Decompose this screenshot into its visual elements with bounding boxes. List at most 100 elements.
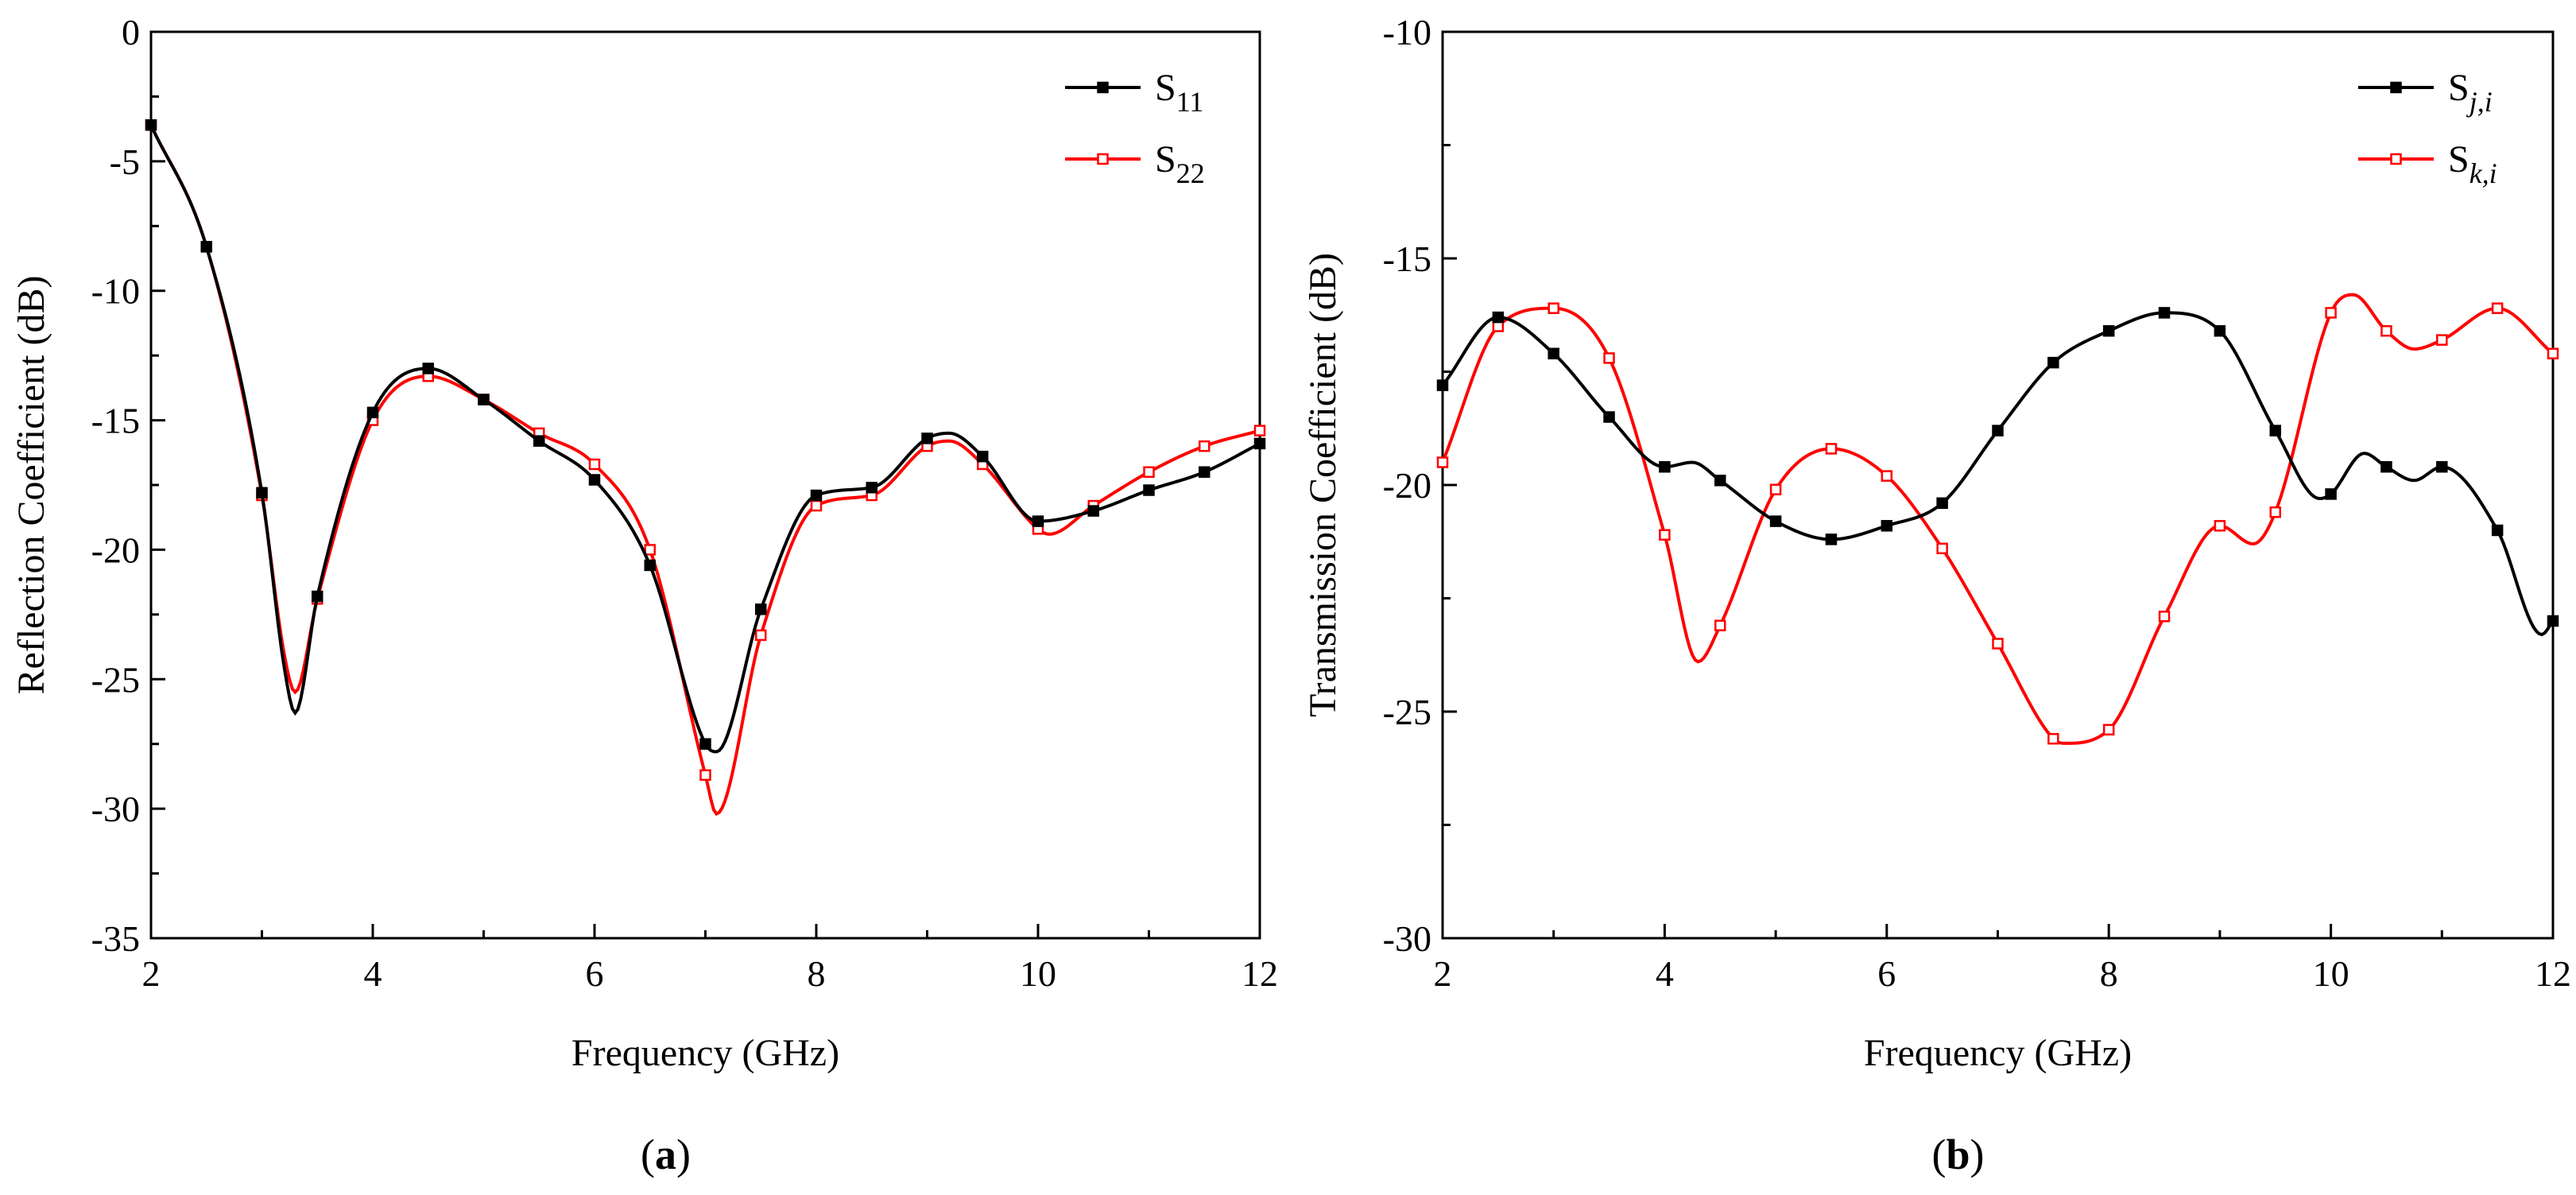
data-point-marker [755, 603, 767, 615]
data-point-marker [699, 769, 711, 782]
y-tick-label: -10 [91, 271, 140, 312]
data-point-marker [2380, 460, 2392, 473]
y-tick-label: -15 [1383, 239, 1431, 279]
x-axis-title: Frequency (GHz) [1864, 1032, 2132, 1074]
data-point-marker [1992, 638, 2004, 650]
data-point-marker [1436, 456, 1449, 468]
x-tick-label: 8 [808, 953, 826, 994]
data-point-marker [2047, 356, 2059, 369]
x-tick-label: 12 [2535, 953, 2571, 994]
y-tick-label: -5 [110, 142, 140, 182]
panel-a-reflection-chart: 2 4 6 8 10 12 0 -5 -10 -15 -20 -25 -30 -35 Frequency (… [10, 12, 1278, 1178]
data-point-marker [2214, 520, 2226, 532]
plot-frame [149, 30, 1261, 940]
data-point-marker [533, 435, 545, 447]
data-point-marker [1936, 542, 1948, 555]
y-tick-label: -20 [91, 530, 140, 570]
data-point-marker [1992, 425, 2004, 436]
data-point-marker [312, 590, 323, 603]
series-line [151, 124, 1260, 817]
data-point-marker [1769, 515, 1782, 527]
data-point-marker [755, 629, 767, 642]
data-point-marker [478, 394, 490, 405]
data-point-marker [2436, 334, 2448, 346]
x-tick-label: 12 [1242, 953, 1278, 994]
data-point-marker [1548, 302, 1559, 314]
data-point-marker [1199, 466, 1211, 478]
data-point-marker [810, 499, 823, 512]
data-point-marker [2047, 732, 2059, 745]
data-point-marker [2547, 615, 2559, 627]
data-point-marker [1143, 466, 1155, 478]
data-point-marker [1603, 352, 1615, 364]
data-point-marker [1769, 483, 1782, 495]
data-point-marker [200, 241, 212, 253]
data-point-marker [588, 474, 601, 486]
plot-frame [1441, 30, 2555, 940]
data-point-marker [1253, 437, 1266, 450]
data-point-marker [2325, 307, 2337, 319]
y-axis-title: Reflection Coefficient (dB) [10, 276, 52, 695]
data-point-marker [977, 450, 989, 463]
panel-b-transmission-chart: 2 4 6 8 10 12 -10 -15 -20 -25 -30 Frequency (GHz) Tr… [1302, 12, 2571, 1178]
data-point-marker [1087, 505, 1099, 517]
data-point-marker [1881, 520, 1893, 532]
data-point-marker [1659, 460, 1671, 473]
y-tick-label: -35 [91, 918, 140, 959]
data-point-marker [1659, 529, 1671, 541]
data-point-marker [1881, 470, 1893, 482]
panel-label: (a) [641, 1131, 691, 1178]
series-line [151, 124, 1260, 754]
legend-marker [1097, 153, 1109, 165]
data-point-marker [2102, 324, 2115, 337]
x-tick-label: 4 [1656, 953, 1674, 994]
data-point-marker [2158, 611, 2171, 623]
data-point-marker [1714, 619, 1726, 631]
data-point-marker [1714, 475, 1726, 487]
y-axis-title: Transmission Coefficient (dB) [1302, 253, 1344, 717]
y-tick-label: -30 [1383, 918, 1431, 959]
y-tick-label: -25 [91, 659, 140, 700]
data-point-marker [1825, 533, 1838, 545]
y-tick-label: -10 [1383, 12, 1431, 52]
data-point-marker [2269, 506, 2281, 518]
data-point-marker [644, 559, 656, 572]
data-point-marker [1199, 440, 1211, 452]
y-tick-label: -20 [1383, 465, 1431, 506]
x-tick-label: 2 [142, 953, 161, 994]
data-point-marker [2269, 425, 2281, 436]
data-point-marker [2491, 302, 2504, 314]
data-point-marker [1253, 425, 1266, 436]
data-point-marker [588, 458, 601, 471]
legend-label: S11 [1155, 67, 1203, 118]
data-point-marker [2325, 488, 2337, 500]
data-point-marker [2436, 460, 2448, 473]
legend-marker [2390, 153, 2402, 165]
data-point-marker [699, 738, 711, 750]
x-tick-label: 4 [364, 953, 382, 994]
y-tick-label: 0 [122, 12, 140, 52]
x-tick-label: 10 [1020, 953, 1056, 994]
series-S11 [151, 124, 1260, 754]
data-point-marker [422, 363, 434, 374]
data-point-marker [644, 544, 656, 556]
data-point-marker [1436, 379, 1449, 391]
legend-marker [1097, 81, 1109, 94]
x-tick-label: 2 [1434, 953, 1452, 994]
data-point-marker [1492, 311, 1505, 324]
data-point-marker [2491, 524, 2504, 537]
y-tick-label: -15 [91, 401, 140, 441]
legend-label: Sj,i [2448, 67, 2493, 118]
legend-label: S22 [1155, 138, 1205, 189]
legend-label: Sk,i [2448, 138, 2497, 189]
panel-label: (b) [1931, 1131, 1984, 1178]
data-point-marker [1548, 347, 1559, 359]
data-point-marker [2102, 724, 2115, 736]
x-tick-label: 6 [586, 953, 604, 994]
data-point-marker [866, 482, 877, 494]
data-point-marker [2547, 347, 2559, 359]
data-point-marker [1143, 484, 1155, 496]
data-point-marker [2158, 307, 2171, 319]
data-point-marker [1603, 411, 1615, 423]
